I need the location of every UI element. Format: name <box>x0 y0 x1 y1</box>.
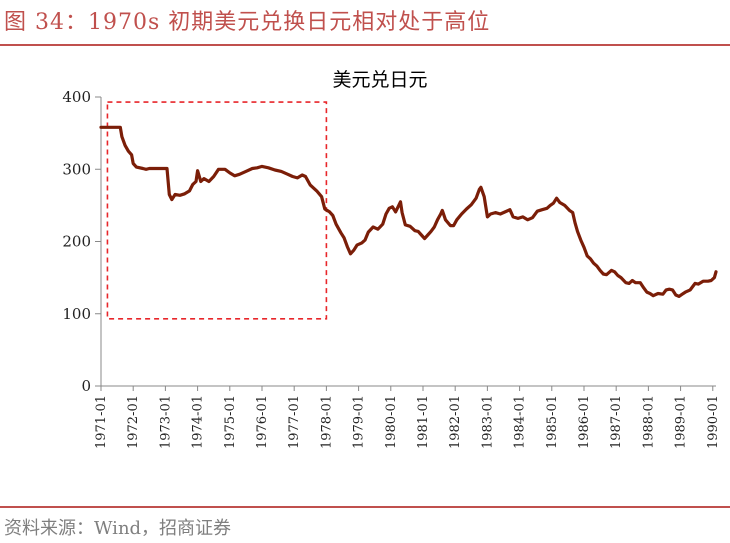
line-chart: 美元兑日元 0 100 200 300 400 1971-01 1972-01 1973-0… <box>62 69 721 449</box>
dashed-highlight-rect <box>106 101 328 320</box>
x-tick-label: 1988-01 <box>641 395 656 449</box>
x-tick-label: 1984-01 <box>513 395 528 449</box>
chart-title: 美元兑日元 <box>332 69 427 91</box>
source-rule <box>0 506 730 508</box>
x-axis: 1971-01 1972-01 1973-01 1974-01 1975-01 1976-… <box>94 385 721 449</box>
y-tick-label: 400 <box>62 88 91 106</box>
x-tick-label: 1983-01 <box>480 395 495 449</box>
y-tick-label: 200 <box>62 233 91 251</box>
x-tick-label: 1990-01 <box>706 395 721 449</box>
x-tick-label: 1981-01 <box>416 395 431 449</box>
y-tick-label: 100 <box>62 305 91 323</box>
x-tick-label: 1978-01 <box>319 395 334 449</box>
y-tick-label: 300 <box>62 160 91 178</box>
x-tick-label: 1986-01 <box>577 395 592 449</box>
x-tick-label: 1989-01 <box>674 395 689 449</box>
source-note: 资料来源：Wind，招商证券 <box>4 518 232 539</box>
x-tick-label: 1982-01 <box>448 395 463 449</box>
x-tick-label: 1979-01 <box>352 395 367 449</box>
figure-title: 图 34：1970s 初期美元兑换日元相对处于高位 <box>4 10 491 35</box>
title-rule <box>0 44 730 46</box>
usd-jpy-series-line <box>99 125 718 298</box>
highlight-box <box>106 101 328 320</box>
x-tick-label: 1975-01 <box>223 395 238 449</box>
x-tick-label: 1985-01 <box>545 395 560 449</box>
x-tick-label: 1977-01 <box>287 395 302 449</box>
y-axis: 0 100 200 300 400 <box>62 88 102 395</box>
x-tick-label: 1972-01 <box>126 395 141 449</box>
x-tick-label: 1971-01 <box>94 395 109 449</box>
y-tick-label: 0 <box>81 377 91 395</box>
x-tick-label: 1987-01 <box>609 395 624 449</box>
x-tick-label: 1976-01 <box>255 395 270 449</box>
series-group <box>99 125 718 298</box>
x-tick-label: 1973-01 <box>158 395 173 449</box>
x-tick-label: 1980-01 <box>384 395 399 449</box>
x-tick-label: 1974-01 <box>191 395 206 449</box>
